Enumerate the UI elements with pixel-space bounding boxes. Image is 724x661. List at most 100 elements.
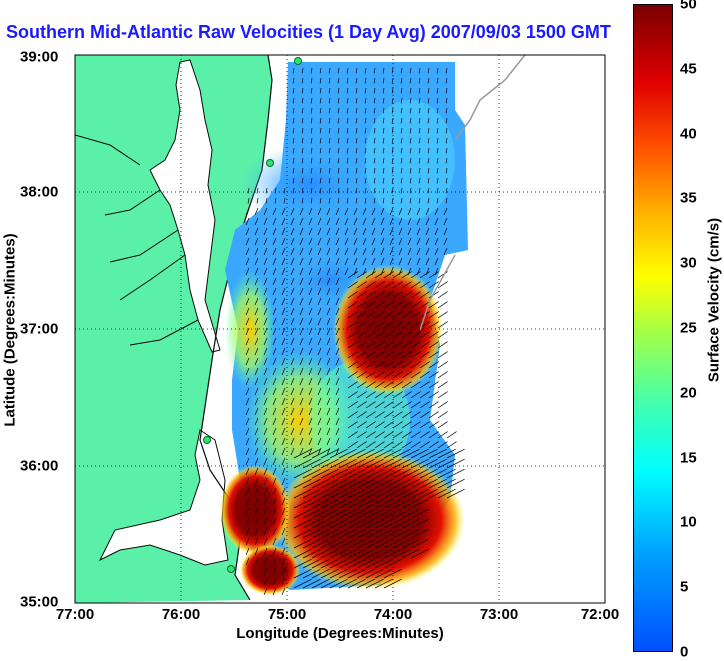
colorbar-tick: 0	[680, 643, 689, 661]
velocity-arrow	[401, 508, 420, 519]
velocity-arrow	[274, 187, 277, 194]
velocity-arrow	[302, 548, 321, 559]
velocity-arrow	[281, 397, 286, 406]
velocity-arrow	[302, 518, 321, 529]
velocity-arrow	[299, 387, 304, 396]
velocity-arrow	[272, 387, 277, 396]
velocity-arrow	[317, 337, 322, 346]
velocity-arrow	[437, 441, 448, 449]
velocity-arrow	[265, 187, 268, 194]
velocity-arrow	[299, 287, 304, 296]
velocity-arrow	[445, 97, 448, 104]
velocity-arrow	[392, 488, 411, 499]
velocity-arrow	[290, 357, 295, 366]
velocity-arrow	[428, 381, 439, 389]
velocity-arrow	[434, 247, 439, 256]
velocity-arrow	[400, 167, 403, 174]
velocity-arrow	[392, 441, 403, 449]
velocity-arrow	[281, 377, 286, 386]
velocity-arrow	[418, 197, 421, 204]
velocity-arrow	[428, 431, 439, 439]
velocity-arrow	[391, 127, 394, 134]
colorbar-tick: 15	[680, 449, 697, 467]
velocity-arrow	[263, 267, 268, 276]
velocity-arrow	[263, 357, 268, 366]
x-tick: 77:00	[55, 606, 95, 623]
velocity-arrow	[380, 247, 385, 256]
velocity-arrow	[310, 67, 313, 74]
velocity-arrow	[326, 437, 331, 446]
velocity-arrow	[290, 217, 295, 226]
velocity-arrow	[328, 117, 331, 124]
velocity-arrow	[263, 287, 268, 296]
velocity-arrow	[292, 107, 295, 114]
velocity-arrow	[400, 77, 403, 84]
velocity-arrow	[401, 361, 412, 369]
velocity-arrow	[290, 277, 295, 286]
velocity-arrow	[347, 331, 358, 339]
velocity-arrow	[310, 127, 313, 134]
velocity-arrow	[299, 437, 304, 446]
velocity-arrow	[347, 518, 366, 529]
velocity-arrow	[281, 297, 286, 306]
velocity-arrow	[272, 277, 277, 286]
velocity-arrow	[281, 257, 286, 266]
velocity-arrow	[337, 87, 340, 94]
velocity-arrow	[355, 77, 358, 84]
velocity-arrow	[401, 381, 412, 389]
velocity-arrow	[245, 367, 250, 376]
velocity-arrow	[308, 407, 313, 416]
velocity-arrow	[428, 321, 439, 329]
velocity-arrow	[338, 568, 357, 579]
velocity-arrow	[428, 421, 439, 429]
velocity-arrow	[416, 247, 421, 256]
velocity-arrow	[290, 397, 295, 406]
velocity-arrow	[355, 177, 358, 184]
velocity-arrow	[436, 77, 439, 84]
velocity-arrow	[437, 421, 448, 429]
velocity-arrow	[419, 381, 430, 389]
velocity-arrow	[299, 427, 304, 436]
velocity-arrow	[263, 477, 268, 486]
velocity-arrow	[383, 331, 394, 339]
velocity-arrow	[427, 197, 430, 204]
velocity-arrow	[392, 271, 403, 279]
velocity-arrow	[365, 488, 384, 499]
velocity-arrow	[245, 447, 250, 456]
velocity-arrow	[427, 67, 430, 74]
velocity-arrow	[374, 478, 393, 489]
velocity-arrow	[254, 347, 259, 356]
velocity-arrow	[382, 77, 385, 84]
velocity-arrow	[254, 257, 259, 266]
velocity-arrow	[338, 558, 357, 569]
velocity-arrow	[245, 277, 250, 286]
velocity-arrow	[410, 331, 421, 339]
velocity-arrow	[335, 437, 340, 446]
velocity-arrow	[338, 518, 357, 529]
velocity-arrow	[254, 467, 259, 476]
velocity-arrow	[374, 351, 385, 359]
velocity-arrow	[245, 387, 250, 396]
velocity-arrow	[446, 448, 465, 459]
velocity-arrow	[320, 498, 339, 509]
velocity-arrow	[326, 277, 331, 286]
velocity-arrow	[427, 167, 430, 174]
velocity-arrow	[374, 301, 385, 309]
velocity-arrow	[410, 301, 421, 309]
velocity-arrow	[308, 367, 313, 376]
velocity-arrow	[391, 147, 394, 154]
velocity-arrow	[410, 321, 421, 329]
colorbar-tick: 40	[680, 125, 697, 143]
velocity-arrow	[265, 197, 268, 204]
velocity-arrow	[344, 237, 349, 246]
velocity-arrow	[392, 351, 403, 359]
velocity-arrow	[317, 377, 322, 386]
velocity-arrow	[374, 371, 385, 379]
velocity-arrow	[400, 147, 403, 154]
velocity-arrow	[308, 277, 313, 286]
velocity-arrow	[292, 137, 295, 144]
velocity-arrow	[446, 441, 457, 449]
velocity-arrow	[392, 421, 403, 429]
velocity-arrow	[419, 371, 430, 379]
